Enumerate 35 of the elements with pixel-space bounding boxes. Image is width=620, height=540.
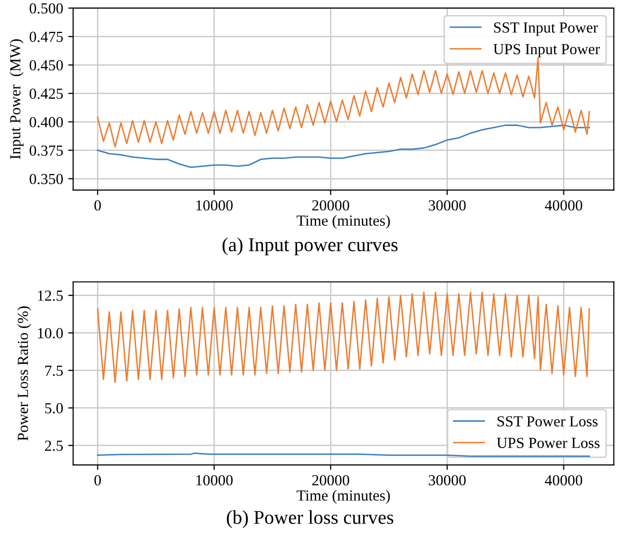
x-axis-title: Time (minutes): [296, 490, 390, 504]
y-tick-label: 0.475: [30, 32, 63, 42]
text: (b) Power loss curves: [226, 510, 394, 528]
x-tick-label: 20000: [312, 475, 350, 486]
line-series: [96, 124, 590, 168]
x-tick-label: 0: [94, 200, 101, 211]
legend-label: UPS Input Power: [493, 44, 600, 58]
y-tick-label: 0.500: [30, 3, 63, 14]
text: (a) Input power curves: [222, 238, 398, 256]
x-tick-label: 10000: [196, 475, 233, 486]
y-axis-title: Input Power (MW): [10, 39, 24, 159]
y-tick-label: 0.425: [30, 88, 63, 99]
y-tick-label: 10.0: [38, 328, 63, 338]
x-tick-label: 10000: [196, 200, 233, 211]
y-tick-label: 0.450: [30, 60, 63, 70]
line-series: [96, 292, 590, 384]
x-tick-label: 30000: [428, 475, 466, 486]
y-tick-label: 2.5: [45, 440, 63, 451]
x-tick-label: 30000: [428, 200, 466, 211]
y-tick-label: 5.0: [45, 403, 63, 414]
y-tick-label: 7.5: [45, 366, 63, 376]
legend-label: UPS Power Loss: [496, 438, 600, 448]
legend-label: SST Input Power: [494, 22, 598, 36]
x-tick-label: 40000: [544, 200, 582, 211]
x-tick-label: 0: [94, 475, 101, 486]
y-tick-label: 0.400: [30, 116, 63, 128]
legend-label: SST Power Loss: [498, 416, 598, 426]
x-tick-label: 40000: [544, 475, 582, 486]
x-tick-label: 20000: [312, 200, 350, 211]
y-tick-label: 0.350: [30, 174, 63, 184]
y-tick-label: 0.375: [30, 145, 63, 156]
line-series: [96, 57, 590, 148]
x-axis-title: Time (minutes): [296, 215, 390, 229]
y-axis-title: Power Loss Ratio (%): [17, 306, 32, 441]
y-tick-label: 12.5: [38, 290, 63, 301]
